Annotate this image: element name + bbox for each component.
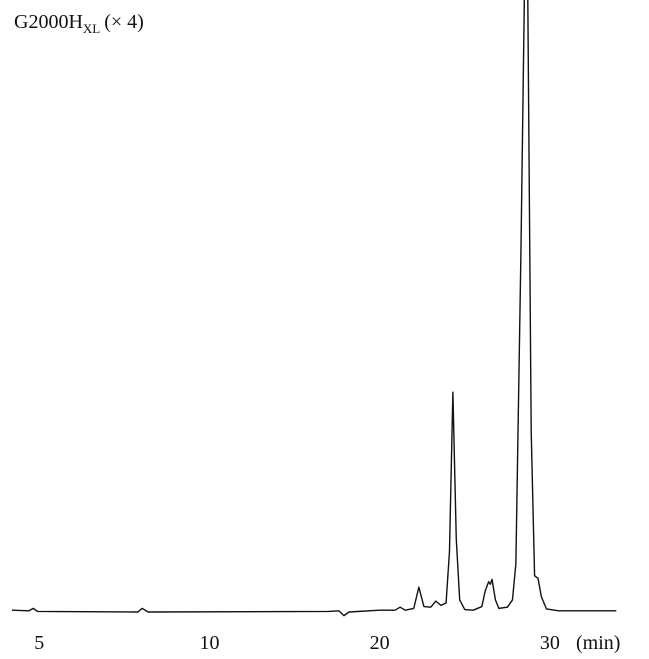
title-subscript: XL xyxy=(83,21,100,36)
x-tick-label: 30 xyxy=(540,632,560,654)
x-tick-label: 20 xyxy=(370,632,390,654)
title-main: G2000H xyxy=(14,11,83,33)
chart-title: G2000HXL (× 4) xyxy=(14,11,144,36)
title-suffix: (× 4) xyxy=(104,11,144,33)
x-tick-label: 10 xyxy=(199,632,219,654)
x-axis-label: (min) xyxy=(576,632,620,654)
trace-line xyxy=(11,0,617,617)
x-tick-label: 5 xyxy=(34,632,44,654)
